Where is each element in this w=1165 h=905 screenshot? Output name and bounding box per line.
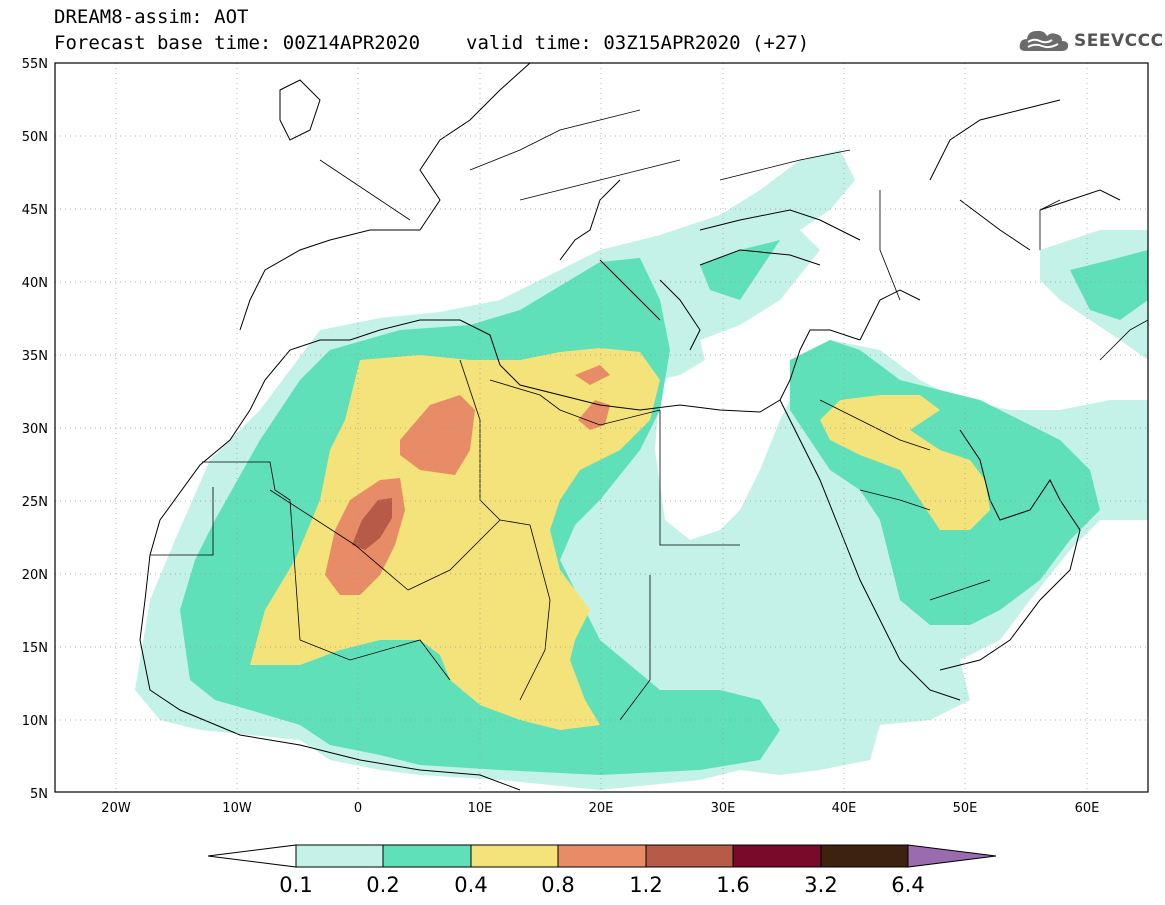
legend-swatch <box>732 844 822 868</box>
map-frame <box>54 62 1149 793</box>
lat-label: 10N <box>22 714 48 729</box>
legend-swatch <box>470 844 559 868</box>
lon-label: 10E <box>468 801 493 816</box>
lon-label: 50E <box>953 801 978 816</box>
legend-tick: 0.2 <box>366 873 399 897</box>
legend-tick: 3.2 <box>804 873 837 897</box>
legend-swatch <box>907 844 997 868</box>
legend-tick: 1.6 <box>716 873 749 897</box>
lat-label: 30N <box>22 422 48 437</box>
legend-swatch <box>557 844 647 868</box>
lat-label: 40N <box>22 276 48 291</box>
legend-tick: 0.4 <box>454 873 487 897</box>
lon-label: 30E <box>711 801 736 816</box>
lon-label: 40E <box>832 801 857 816</box>
legend-swatch <box>207 844 297 868</box>
map-title: DREAM8-assim: AOT <box>54 6 249 28</box>
aot-level-0.4 <box>250 348 990 730</box>
coastlines <box>139 63 1121 791</box>
legend-tick: 1.2 <box>629 873 662 897</box>
lon-label: 10W <box>222 801 252 816</box>
lat-label: 25N <box>22 495 48 510</box>
lat-label: 50N <box>22 130 48 145</box>
legend-swatch <box>820 844 909 868</box>
gridlines <box>55 63 1148 792</box>
lon-label: 20E <box>589 801 614 816</box>
legend-tick: 6.4 <box>891 873 924 897</box>
time-info: Forecast base time: 00Z14APR2020 valid t… <box>54 33 809 53</box>
lon-label: 60E <box>1075 801 1100 816</box>
lon-label: 20W <box>101 801 131 816</box>
lat-label: 5N <box>30 787 48 802</box>
lat-label: 45N <box>22 203 48 218</box>
lon-label: 0 <box>354 801 362 816</box>
cloud-icon <box>1019 30 1069 51</box>
forecast-base-time: Forecast base time: 00Z14APR2020 <box>54 32 421 54</box>
seevccc-logo: SEEVCCC <box>1018 26 1164 56</box>
lat-label: 15N <box>22 641 48 656</box>
legend-swatch <box>295 844 384 868</box>
logo-text: SEEVCCC <box>1074 31 1164 51</box>
legend-swatch <box>382 844 472 868</box>
legend-tick: 0.8 <box>541 873 574 897</box>
valid-time: valid time: 03Z15APR2020 (+27) <box>466 32 810 54</box>
legend-swatch <box>645 844 734 868</box>
latitude-labels: 55N 50N 45N 40N 35N 30N 25N 20N 15N 10N … <box>22 57 48 802</box>
lat-label: 35N <box>22 349 48 364</box>
country-borders <box>150 109 1148 721</box>
longitude-labels: 20W 10W 0 10E 20E 30E 40E 50E 60E <box>101 801 1099 816</box>
lat-label: 20N <box>22 568 48 583</box>
legend-tick: 0.1 <box>279 873 312 897</box>
aot-field <box>135 150 1148 790</box>
lat-label: 55N <box>22 57 48 72</box>
aot-level-1.2 <box>352 498 392 550</box>
